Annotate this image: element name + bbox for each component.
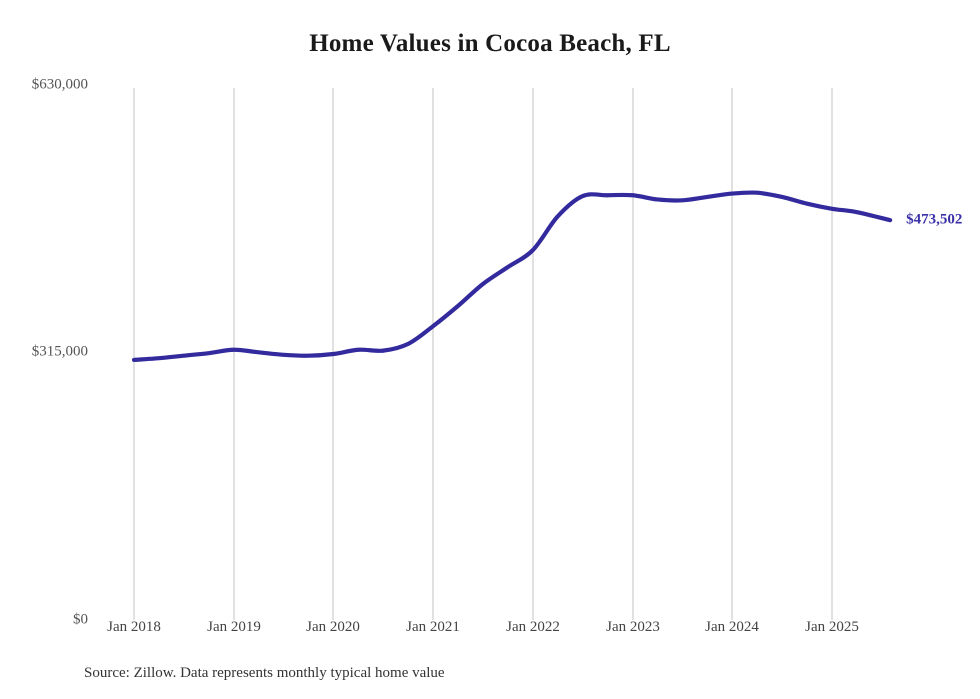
value-line [131, 190, 893, 363]
source-note: Source: Zillow. Data represents monthly … [84, 665, 445, 681]
x-tick-label-jan-2023: Jan 2023 [606, 619, 660, 635]
y-tick-label-0: $0 [73, 611, 88, 628]
y-tick-label-315000: $315,000 [31, 343, 88, 360]
x-tick-label-jan-2025: Jan 2025 [805, 619, 859, 635]
x-tick-label-jan-2018: Jan 2018 [107, 619, 161, 635]
x-tick-label-jan-2024: Jan 2024 [705, 619, 759, 635]
x-tick-label-jan-2022: Jan 2022 [506, 619, 560, 635]
x-tick-label-jan-2020: Jan 2020 [306, 619, 360, 635]
gridlines [133, 88, 833, 620]
x-tick-label-jan-2019: Jan 2019 [207, 619, 261, 635]
page-title: Home Values in Cocoa Beach, FL [309, 30, 671, 57]
x-tick-label-jan-2021: Jan 2021 [406, 619, 460, 635]
end-value-annotation: $473,502 [906, 211, 963, 228]
y-tick-label-630000: $630,000 [31, 76, 88, 93]
